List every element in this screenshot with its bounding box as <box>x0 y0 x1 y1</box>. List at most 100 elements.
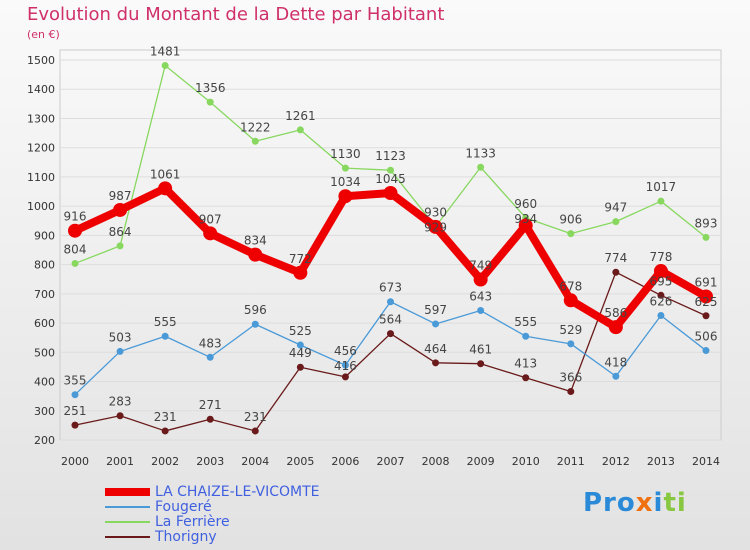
data-point <box>296 341 304 349</box>
data-label: 695 <box>649 274 672 288</box>
y-tick-label: 400 <box>34 376 55 389</box>
data-point <box>567 340 575 348</box>
data-label: 834 <box>244 234 267 248</box>
data-point <box>251 427 259 435</box>
data-label: 678 <box>559 279 582 293</box>
x-tick-label: 2001 <box>106 455 134 468</box>
x-tick-label: 2007 <box>377 455 405 468</box>
legend-swatch <box>105 506 150 508</box>
legend-swatch <box>105 521 150 523</box>
y-tick-label: 1300 <box>27 112 55 125</box>
data-label: 673 <box>379 281 402 295</box>
legend-swatch <box>105 536 150 538</box>
data-label: 251 <box>64 404 87 418</box>
data-label: 418 <box>604 355 627 369</box>
x-tick-label: 2002 <box>151 455 179 468</box>
data-label: 1017 <box>646 180 677 194</box>
data-point <box>387 298 394 306</box>
series-line <box>74 271 707 432</box>
data-point <box>296 126 304 134</box>
data-label: 1356 <box>195 81 226 95</box>
data-label: 1261 <box>285 109 316 123</box>
data-label: 625 <box>695 295 718 309</box>
data-point <box>563 293 578 308</box>
data-label: 864 <box>109 225 132 239</box>
legend-item: Fougeré <box>105 499 212 515</box>
data-point <box>116 412 124 420</box>
data-point <box>341 164 349 172</box>
data-label: 774 <box>604 251 627 265</box>
x-tick-label: 2013 <box>647 455 675 468</box>
data-point <box>206 415 214 423</box>
data-point <box>477 307 485 315</box>
data-label: 987 <box>109 189 132 203</box>
legend-label: Fougeré <box>155 499 212 515</box>
data-point <box>161 332 169 340</box>
data-point <box>71 259 79 267</box>
data-point <box>387 330 394 338</box>
data-label: 1034 <box>330 175 361 189</box>
data-label: 1481 <box>150 45 181 59</box>
y-tick-label: 900 <box>34 229 55 242</box>
data-label: 1045 <box>375 172 406 186</box>
data-label: 503 <box>109 330 132 344</box>
data-point <box>653 264 668 279</box>
legend-label: LA CHAIZE-LE-VICOMTE <box>155 484 320 500</box>
data-label: 906 <box>559 213 582 227</box>
y-tick-label: 200 <box>34 434 55 447</box>
data-label: 283 <box>109 395 132 409</box>
data-label: 416 <box>334 359 357 373</box>
data-label: 464 <box>424 342 447 356</box>
data-label: 804 <box>64 242 87 256</box>
data-point <box>387 166 394 174</box>
legend-item: LA CHAIZE-LE-VICOMTE <box>105 484 320 500</box>
data-label: 529 <box>559 323 582 337</box>
proxiti-logo: Proxiti <box>583 488 687 518</box>
data-label: 626 <box>649 294 672 308</box>
data-point <box>161 62 169 70</box>
data-point <box>341 361 349 369</box>
data-point <box>702 233 710 241</box>
x-tick-label: 2006 <box>331 455 359 468</box>
legend-item: Thorigny <box>105 529 217 545</box>
data-label: 461 <box>469 343 492 357</box>
data-point <box>477 360 485 368</box>
data-label: 555 <box>154 315 177 329</box>
y-tick-label: 700 <box>34 288 55 301</box>
data-point <box>432 320 440 328</box>
y-tick-label: 500 <box>34 346 55 359</box>
data-point <box>293 265 308 280</box>
y-tick-label: 800 <box>34 259 55 272</box>
data-label: 960 <box>514 197 537 211</box>
data-point <box>203 226 218 241</box>
data-point <box>567 230 575 238</box>
data-point <box>522 374 530 382</box>
data-point <box>251 137 259 145</box>
data-point <box>432 359 440 367</box>
data-label: 907 <box>199 212 222 226</box>
data-label: 483 <box>199 336 222 350</box>
data-point <box>161 427 169 435</box>
data-point <box>612 268 620 276</box>
x-tick-label: 2004 <box>241 455 269 468</box>
data-point <box>113 202 128 217</box>
chart-title: Evolution du Montant de la Dette par Hab… <box>27 4 445 25</box>
y-axis-label: (en €) <box>27 28 60 41</box>
series-line <box>74 64 707 265</box>
data-point <box>428 219 443 234</box>
data-point <box>206 353 214 361</box>
data-label: 413 <box>514 357 537 371</box>
data-point <box>477 163 485 171</box>
data-point <box>71 421 79 429</box>
y-tick-label: 1500 <box>27 54 55 67</box>
data-point <box>158 181 173 196</box>
x-tick-label: 2005 <box>286 455 314 468</box>
data-label: 929 <box>424 221 447 235</box>
data-label: 271 <box>199 398 222 412</box>
data-point <box>699 289 713 304</box>
data-label: 355 <box>64 374 87 388</box>
data-point <box>657 291 665 299</box>
data-label: 1061 <box>150 167 181 181</box>
data-point <box>338 189 353 204</box>
